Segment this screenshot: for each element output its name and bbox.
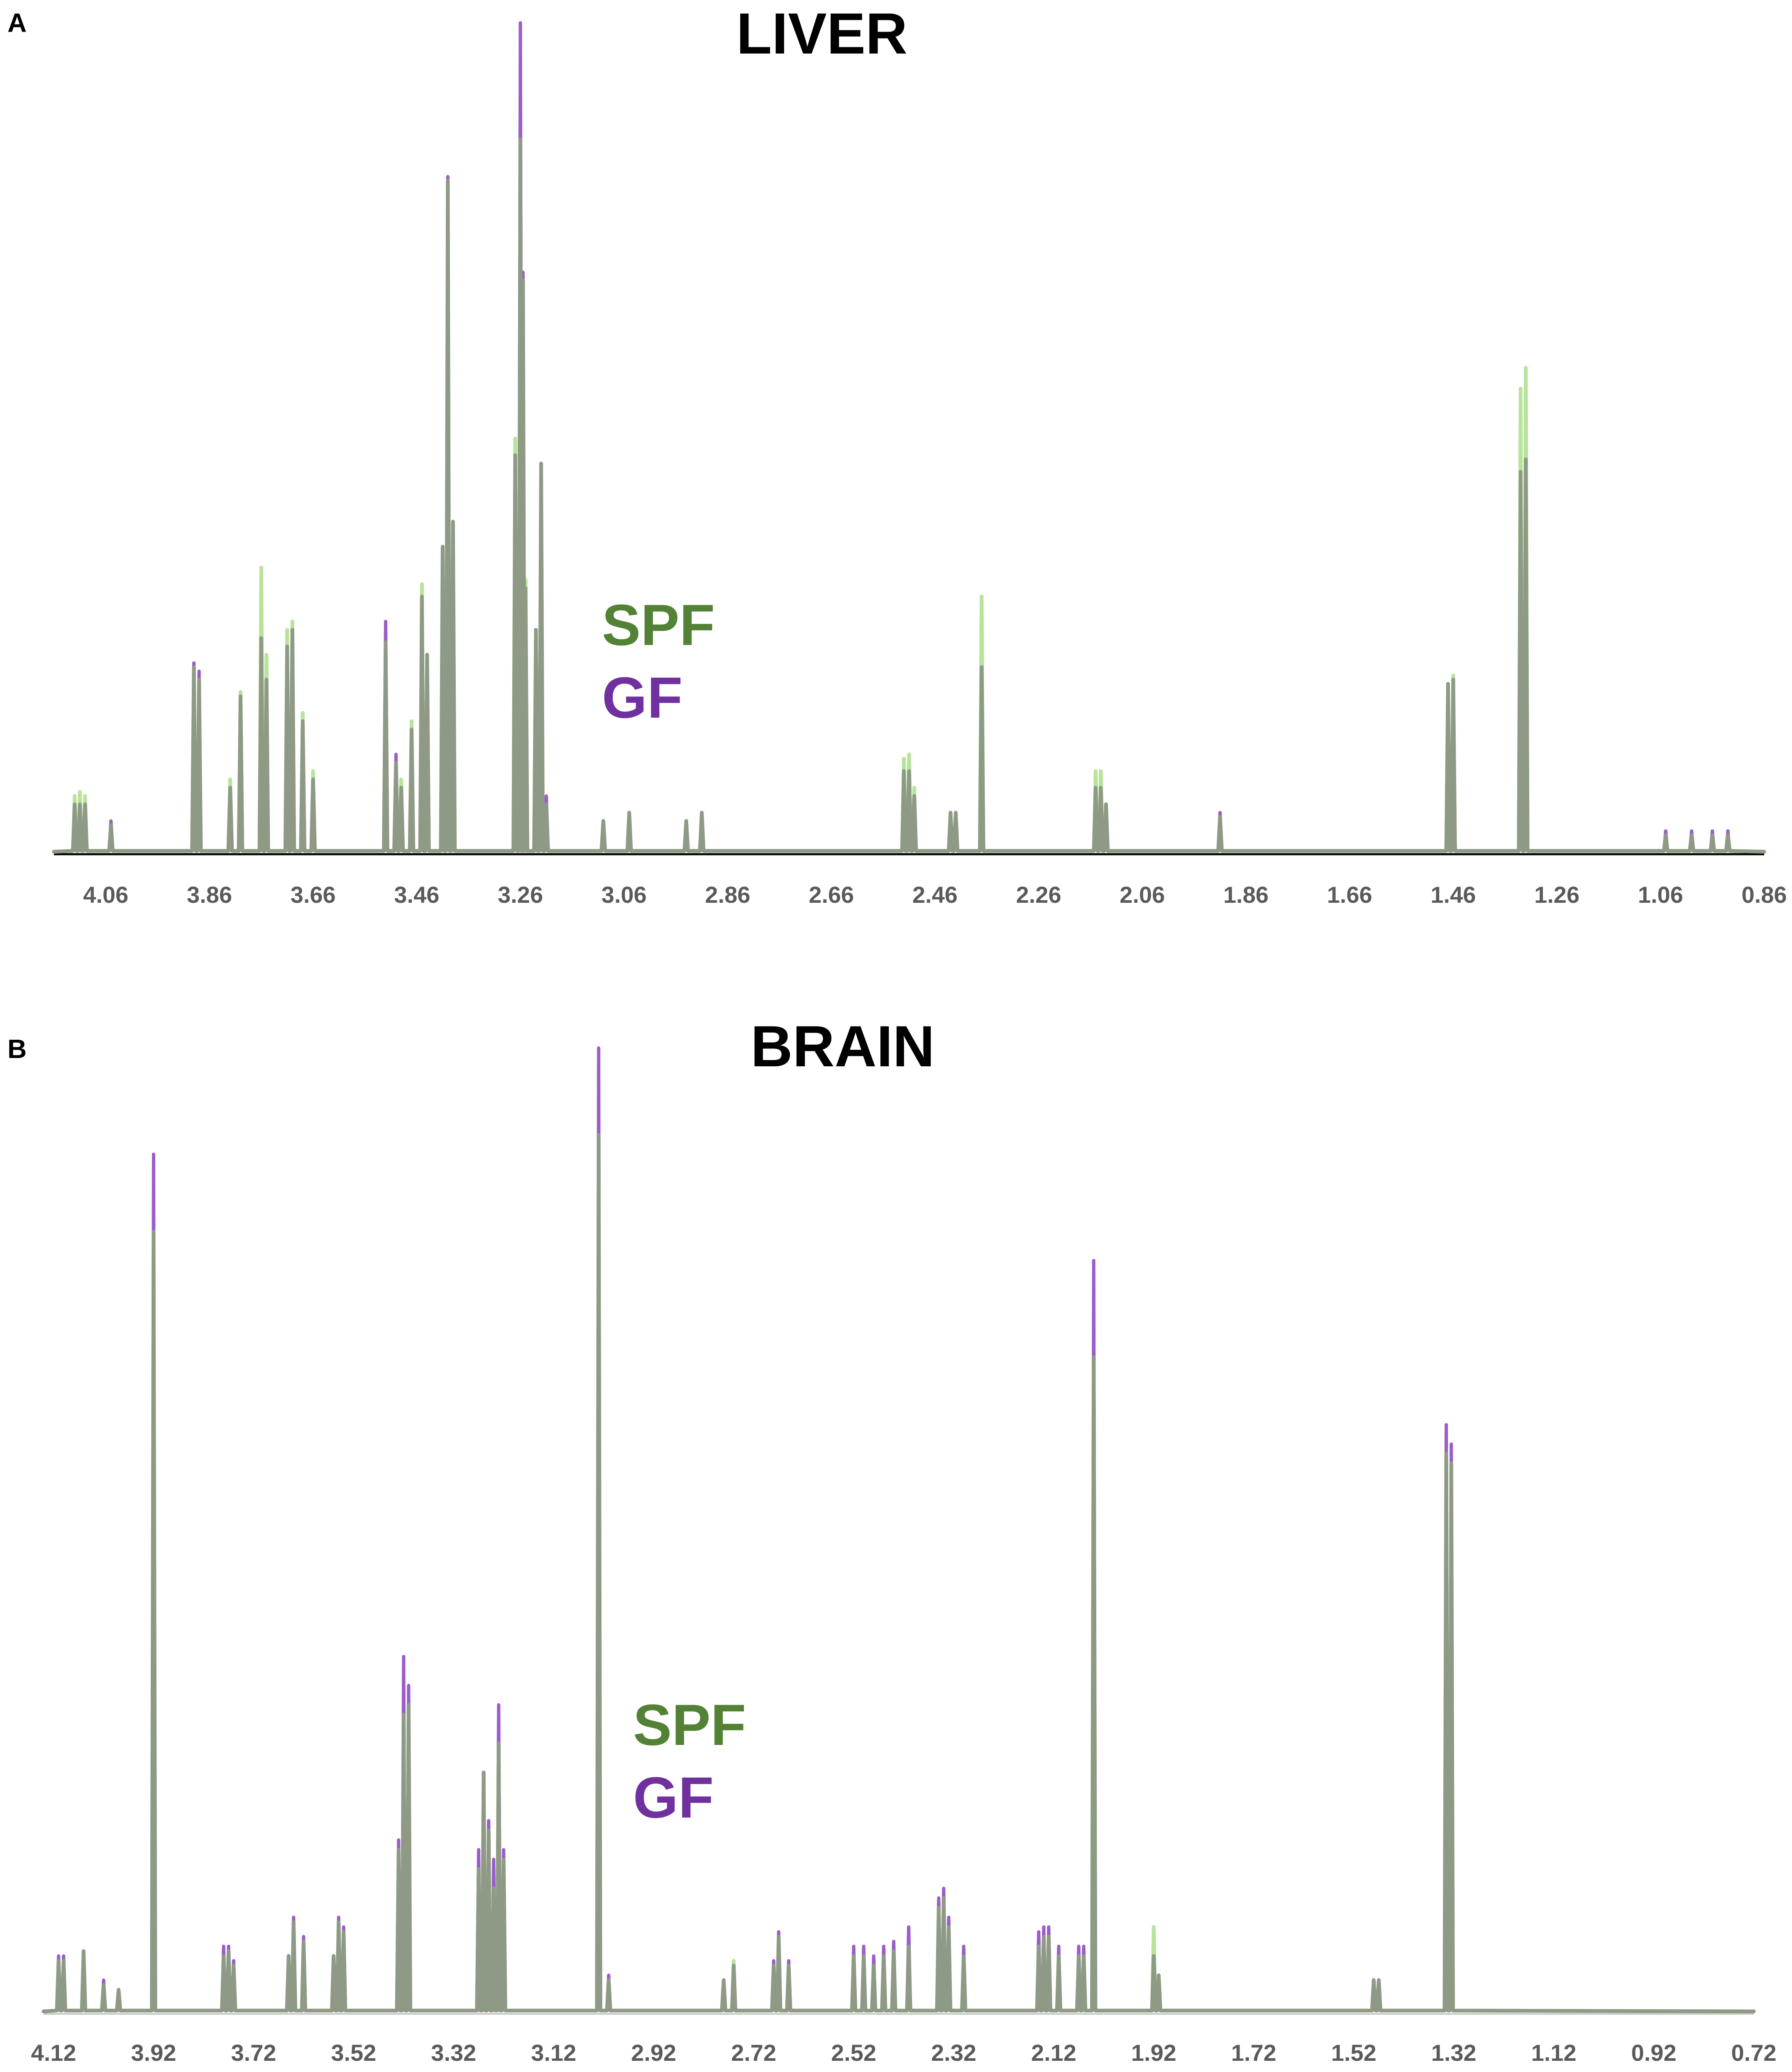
x-tick-label: 1.92 xyxy=(1131,2040,1176,2066)
x-tick-label: 2.52 xyxy=(831,2040,876,2066)
series-trace-spf xyxy=(52,137,1766,854)
x-tick-label: 3.72 xyxy=(231,2040,276,2066)
x-tick-label: 3.66 xyxy=(291,882,336,908)
x-tick-label: 1.06 xyxy=(1638,882,1683,908)
x-tick-label: 3.46 xyxy=(394,882,439,908)
series-trace-gf xyxy=(52,21,1766,853)
x-tick-label: 3.92 xyxy=(131,2040,176,2066)
panel-a-letter: A xyxy=(7,8,27,38)
x-tick-label: 2.06 xyxy=(1120,882,1165,908)
x-tick-label: 1.86 xyxy=(1223,882,1269,908)
x-tick-label: 1.46 xyxy=(1430,882,1476,908)
panel-b-plot: 4.12 3.92 3.72 3.52 3.32 3.12 2.92 2.72 2.52 2.32… xyxy=(31,1046,1777,2066)
x-tick-label: 3.86 xyxy=(187,882,232,908)
x-tick-label: 4.06 xyxy=(83,882,128,908)
panel-a-legend-spf: SPF xyxy=(602,592,715,657)
x-tick-label: 2.32 xyxy=(931,2040,976,2066)
x-tick-label: 1.72 xyxy=(1231,2040,1276,2066)
panel-b-legend-gf: GF xyxy=(633,1765,714,1830)
x-tick-label: 2.86 xyxy=(705,882,751,908)
x-tick-label: 0.72 xyxy=(1731,2040,1777,2066)
panel-b-title: BRAIN xyxy=(751,1014,935,1079)
panel-b-letter: B xyxy=(7,1034,27,1064)
panel-a-legend-gf: GF xyxy=(602,665,683,730)
x-tick-label: 1.26 xyxy=(1534,882,1579,908)
x-tick-label: 1.66 xyxy=(1327,882,1372,908)
series-overlap-trace xyxy=(42,1133,1756,2013)
x-tick-label: 2.26 xyxy=(1016,882,1061,908)
x-tick-label: 3.06 xyxy=(601,882,647,908)
x-tick-label: 2.72 xyxy=(731,2040,776,2066)
panel-a-title: LIVER xyxy=(736,1,908,66)
x-tick-label: 2.12 xyxy=(1031,2040,1076,2066)
panel-a-plot: 4.06 3.86 3.66 3.46 3.26 3.06 2.86 2.66 2.46 2.26… xyxy=(52,21,1787,908)
x-tick-label: 2.46 xyxy=(912,882,958,908)
x-tick-label: 4.12 xyxy=(31,2040,76,2066)
x-tick-label: 3.52 xyxy=(331,2040,376,2066)
x-tick-label: 3.26 xyxy=(498,882,543,908)
x-tick-label: 0.86 xyxy=(1742,882,1787,908)
series-trace-spf xyxy=(42,1133,1756,2013)
series-overlap-trace xyxy=(52,137,1766,854)
x-tick-label: 0.92 xyxy=(1631,2040,1677,2066)
x-tick-label: 3.12 xyxy=(531,2040,576,2066)
x-tick-label: 2.66 xyxy=(809,882,854,908)
x-tick-label: 1.52 xyxy=(1331,2040,1376,2066)
x-tick-label: 1.32 xyxy=(1431,2040,1477,2066)
x-tick-label: 3.32 xyxy=(431,2040,476,2066)
series-trace-gf xyxy=(42,1046,1755,2013)
x-tick-label: 1.12 xyxy=(1531,2040,1577,2066)
x-tick-label: 2.92 xyxy=(631,2040,676,2066)
panel-b-legend-spf: SPF xyxy=(633,1692,746,1757)
